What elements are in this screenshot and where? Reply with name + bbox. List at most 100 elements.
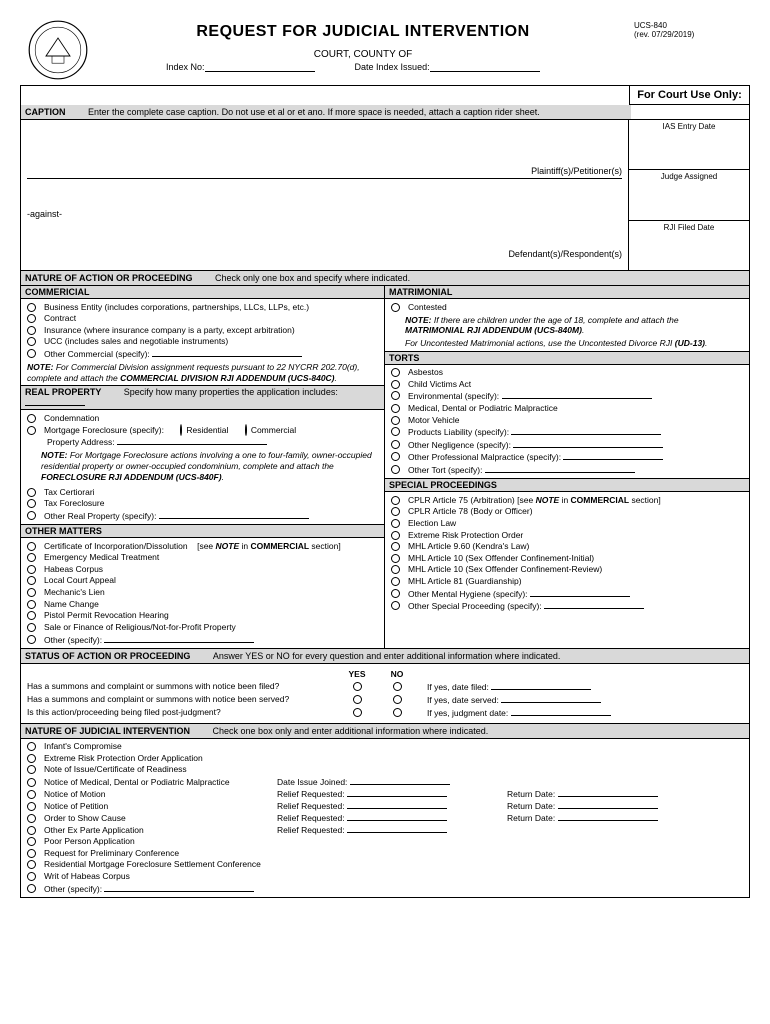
radio-cert-incorp[interactable] <box>27 542 36 551</box>
radio-cplr75[interactable] <box>391 496 400 505</box>
other-commercial-field[interactable] <box>152 348 302 357</box>
radio-q3-no[interactable] <box>393 708 402 717</box>
radio-res-mortgage-conf[interactable] <box>27 860 36 869</box>
return-order-field[interactable] <box>558 812 658 821</box>
radio-q2-yes[interactable] <box>353 695 362 704</box>
radio-emergency-medical[interactable] <box>27 553 36 562</box>
radio-note-of-issue[interactable] <box>27 765 36 774</box>
other-prof-malpractice-field[interactable] <box>563 451 663 460</box>
radio-insurance[interactable] <box>27 326 36 335</box>
radio-products-liability[interactable] <box>391 427 400 436</box>
radio-q3-yes[interactable] <box>353 708 362 717</box>
radio-notice-motion[interactable] <box>27 790 36 799</box>
radio-q1-no[interactable] <box>393 682 402 691</box>
radio-other-special[interactable] <box>391 601 400 610</box>
radio-business-entity[interactable] <box>27 303 36 312</box>
other-matter-field[interactable] <box>104 634 254 643</box>
matrimonial-header: MATRIMONIAL <box>385 286 749 299</box>
environmental-field[interactable] <box>502 390 652 399</box>
radio-ucc[interactable] <box>27 337 36 346</box>
nature-instr: Check only one box and specify where ind… <box>215 273 410 283</box>
other-realprop-field[interactable] <box>159 510 309 519</box>
radio-poor-person[interactable] <box>27 837 36 846</box>
radio-q1-yes[interactable] <box>353 682 362 691</box>
caption-header: CAPTION <box>25 107 66 117</box>
radio-other-matter[interactable] <box>27 635 36 644</box>
radio-mhl-10-review[interactable] <box>391 565 400 574</box>
date-index-field[interactable] <box>430 62 540 72</box>
against-label: -against- <box>27 209 622 219</box>
radio-contested[interactable] <box>391 303 400 312</box>
relief-petition-field[interactable] <box>347 800 447 809</box>
radio-election-law[interactable] <box>391 519 400 528</box>
radio-local-court-appeal[interactable] <box>27 576 36 585</box>
rji-filed-cell: RJI Filed Date <box>629 221 749 270</box>
radio-tax-certiorari[interactable] <box>27 488 36 497</box>
radio-infants-compromise[interactable] <box>27 742 36 751</box>
radio-contract[interactable] <box>27 314 36 323</box>
radio-other-negligence[interactable] <box>391 440 400 449</box>
prop-count-field[interactable] <box>25 397 85 406</box>
commercial-header: COMMERICIAL <box>21 286 384 299</box>
index-no-field[interactable] <box>205 62 315 72</box>
other-tort-field[interactable] <box>485 464 635 473</box>
nji-other-field[interactable] <box>104 883 254 892</box>
realprop-header: REAL PROPERTY <box>25 387 101 397</box>
relief-exparte-field[interactable] <box>347 824 447 833</box>
radio-notice-medical[interactable] <box>27 778 36 787</box>
radio-mortgage-foreclosure[interactable] <box>27 426 36 435</box>
radio-mechanics-lien[interactable] <box>27 588 36 597</box>
radio-condemnation[interactable] <box>27 414 36 423</box>
other-mental-hygiene-field[interactable] <box>530 588 630 597</box>
judge-assigned-cell: Judge Assigned <box>629 170 749 220</box>
radio-tax-foreclosure[interactable] <box>27 499 36 508</box>
radio-order-show-cause[interactable] <box>27 814 36 823</box>
other-negligence-field[interactable] <box>513 439 663 448</box>
radio-asbestos[interactable] <box>391 368 400 377</box>
plaintiff-label: Plaintiff(s)/Petitioner(s) <box>27 166 622 176</box>
date-index-label: Date Index Issued: <box>355 62 430 72</box>
products-liability-field[interactable] <box>511 426 661 435</box>
relief-order-field[interactable] <box>347 812 447 821</box>
status-q2: Has a summons and complaint or summons w… <box>27 694 337 704</box>
radio-cplr78[interactable] <box>391 507 400 516</box>
other-special-field[interactable] <box>544 600 644 609</box>
radio-residential[interactable] <box>180 424 182 436</box>
radio-medical-malpractice[interactable] <box>391 404 400 413</box>
radio-writ-habeas[interactable] <box>27 872 36 881</box>
radio-prelim-conference[interactable] <box>27 849 36 858</box>
radio-child-victims[interactable] <box>391 380 400 389</box>
radio-mhl-81[interactable] <box>391 577 400 586</box>
radio-nji-other[interactable] <box>27 884 36 893</box>
radio-motor-vehicle[interactable] <box>391 416 400 425</box>
date-served-field[interactable] <box>501 694 601 703</box>
return-motion-field[interactable] <box>558 788 658 797</box>
status-q3: Is this action/proceeding being filed po… <box>27 707 337 717</box>
radio-commercial-prop[interactable] <box>245 424 247 436</box>
radio-pistol-permit[interactable] <box>27 611 36 620</box>
radio-mhl-10-initial[interactable] <box>391 554 400 563</box>
judgment-date-field[interactable] <box>511 707 611 716</box>
radio-other-prof-malpractice[interactable] <box>391 452 400 461</box>
radio-other-real-property[interactable] <box>27 511 36 520</box>
radio-other-commercial[interactable] <box>27 349 36 358</box>
radio-extreme-risk-app[interactable] <box>27 754 36 763</box>
radio-extreme-risk[interactable] <box>391 531 400 540</box>
radio-religious-property[interactable] <box>27 623 36 632</box>
radio-name-change[interactable] <box>27 600 36 609</box>
radio-environmental[interactable] <box>391 391 400 400</box>
date-filed-field[interactable] <box>491 681 591 690</box>
date-joined-field[interactable] <box>350 776 450 785</box>
status-header: STATUS OF ACTION OR PROCEEDING <box>25 651 190 661</box>
court-use-header: For Court Use Only: <box>629 86 749 105</box>
radio-other-mental-hygiene[interactable] <box>391 589 400 598</box>
radio-notice-petition[interactable] <box>27 802 36 811</box>
radio-habeas-corpus[interactable] <box>27 565 36 574</box>
radio-mhl-960[interactable] <box>391 542 400 551</box>
radio-other-tort[interactable] <box>391 465 400 474</box>
property-address-field[interactable] <box>117 436 267 445</box>
radio-q2-no[interactable] <box>393 695 402 704</box>
return-petition-field[interactable] <box>558 800 658 809</box>
radio-ex-parte[interactable] <box>27 826 36 835</box>
relief-motion-field[interactable] <box>347 788 447 797</box>
